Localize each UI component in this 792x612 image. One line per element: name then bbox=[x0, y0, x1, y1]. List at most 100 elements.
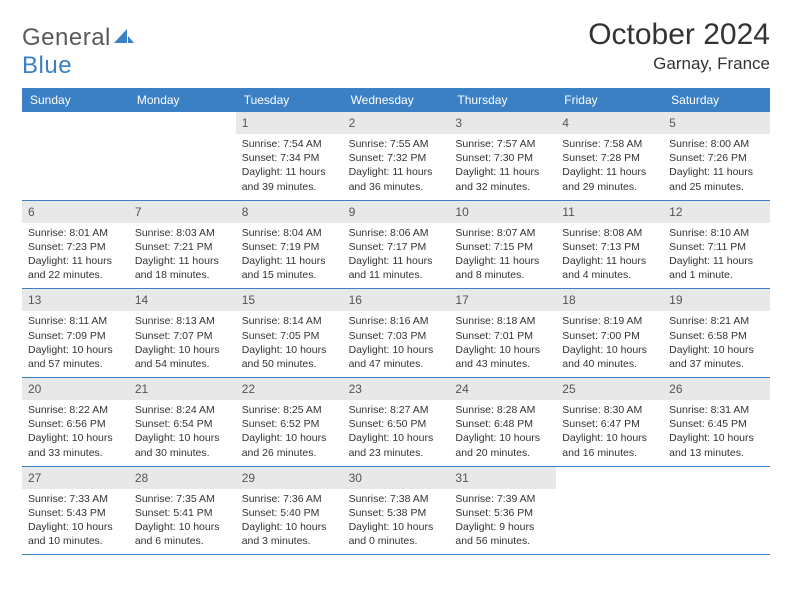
day-cell: 9Sunrise: 8:06 AMSunset: 7:17 PMDaylight… bbox=[343, 201, 450, 289]
day-number: 1 bbox=[242, 116, 249, 130]
daynum-band: 12 bbox=[663, 201, 770, 223]
day-cell bbox=[663, 467, 770, 555]
sunset-line: Sunset: 6:47 PM bbox=[562, 417, 657, 431]
sunset-line: Sunset: 7:17 PM bbox=[349, 240, 444, 254]
sunset-line: Sunset: 7:15 PM bbox=[455, 240, 550, 254]
sunset-line: Sunset: 7:00 PM bbox=[562, 329, 657, 343]
day-cell: 25Sunrise: 8:30 AMSunset: 6:47 PMDayligh… bbox=[556, 378, 663, 466]
daylight-line: Daylight: 11 hours and 22 minutes. bbox=[28, 254, 123, 282]
daynum-band: 6 bbox=[22, 201, 129, 223]
day-number: 11 bbox=[562, 205, 574, 219]
daylight-line: Daylight: 11 hours and 4 minutes. bbox=[562, 254, 657, 282]
daynum-band: 5 bbox=[663, 112, 770, 134]
day-number: 7 bbox=[135, 205, 142, 219]
sunrise-line: Sunrise: 8:28 AM bbox=[455, 403, 550, 417]
sunrise-line: Sunrise: 8:10 AM bbox=[669, 226, 764, 240]
day-cell: 24Sunrise: 8:28 AMSunset: 6:48 PMDayligh… bbox=[449, 378, 556, 466]
daynum-band: 17 bbox=[449, 289, 556, 311]
day-number: 13 bbox=[28, 293, 41, 307]
day-cell bbox=[22, 112, 129, 200]
day-cell: 12 Sunrise: 8:10 AMSunset: 7:11 PMDayligh… bbox=[663, 201, 770, 289]
daynum-band: 26 bbox=[663, 378, 770, 400]
day-cell: 17Sunrise: 8:18 AMSunset: 7:01 PMDayligh… bbox=[449, 289, 556, 377]
daynum-band: 25 bbox=[556, 378, 663, 400]
day-body: Sunrise: 8:06 AMSunset: 7:17 PMDaylight:… bbox=[343, 223, 450, 289]
day-cell bbox=[129, 112, 236, 200]
day-number: 31 bbox=[455, 471, 468, 485]
sunset-line: Sunset: 7:21 PM bbox=[135, 240, 230, 254]
sunset-line: Sunset: 7:23 PM bbox=[28, 240, 123, 254]
day-number: 20 bbox=[28, 382, 41, 396]
day-body: Sunrise: 8:30 AMSunset: 6:47 PMDaylight:… bbox=[556, 400, 663, 466]
logo-sail-icon bbox=[113, 24, 135, 52]
daylight-line: Daylight: 10 hours and 0 minutes. bbox=[349, 520, 444, 548]
sunrise-line: Sunrise: 8:03 AM bbox=[135, 226, 230, 240]
daylight-line: Daylight: 10 hours and 3 minutes. bbox=[242, 520, 337, 548]
daylight-line: Daylight: 10 hours and 40 minutes. bbox=[562, 343, 657, 371]
sunset-line: Sunset: 6:48 PM bbox=[455, 417, 550, 431]
daylight-line: Daylight: 11 hours and 36 minutes. bbox=[349, 165, 444, 193]
day-cell: 3Sunrise: 7:57 AMSunset: 7:30 PMDaylight… bbox=[449, 112, 556, 200]
day-body: Sunrise: 7:58 AMSunset: 7:28 PMDaylight:… bbox=[556, 134, 663, 200]
day-body: Sunrise: 8:04 AMSunset: 7:19 PMDaylight:… bbox=[236, 223, 343, 289]
day-cell: 15Sunrise: 8:14 AMSunset: 7:05 PMDayligh… bbox=[236, 289, 343, 377]
sunrise-line: Sunrise: 7:55 AM bbox=[349, 137, 444, 151]
daynum-band: 1 bbox=[236, 112, 343, 134]
day-cell: 11Sunrise: 8:08 AMSunset: 7:13 PMDayligh… bbox=[556, 201, 663, 289]
daylight-line: Daylight: 11 hours and 18 minutes. bbox=[135, 254, 230, 282]
daynum-band: 22 bbox=[236, 378, 343, 400]
day-body: Sunrise: 8:19 AMSunset: 7:00 PMDaylight:… bbox=[556, 311, 663, 377]
sunset-line: Sunset: 5:41 PM bbox=[135, 506, 230, 520]
daylight-line: Daylight: 10 hours and 6 minutes. bbox=[135, 520, 230, 548]
sunrise-line: Sunrise: 8:18 AM bbox=[455, 314, 550, 328]
day-body: Sunrise: 7:57 AMSunset: 7:30 PMDaylight:… bbox=[449, 134, 556, 200]
daylight-line: Daylight: 10 hours and 13 minutes. bbox=[669, 431, 764, 459]
daylight-line: Daylight: 10 hours and 23 minutes. bbox=[349, 431, 444, 459]
daylight-line: Daylight: 10 hours and 33 minutes. bbox=[28, 431, 123, 459]
day-body: Sunrise: 8:21 AMSunset: 6:58 PMDaylight:… bbox=[663, 311, 770, 377]
sunrise-line: Sunrise: 8:31 AM bbox=[669, 403, 764, 417]
sunrise-line: Sunrise: 8:13 AM bbox=[135, 314, 230, 328]
logo-word-1: General bbox=[22, 24, 111, 51]
day-body: Sunrise: 8:10 AMSunset: 7:11 PMDaylight:… bbox=[663, 223, 770, 289]
sunset-line: Sunset: 6:58 PM bbox=[669, 329, 764, 343]
sunset-line: Sunset: 7:09 PM bbox=[28, 329, 123, 343]
day-body: Sunrise: 8:24 AMSunset: 6:54 PMDaylight:… bbox=[129, 400, 236, 466]
sunrise-line: Sunrise: 8:14 AM bbox=[242, 314, 337, 328]
day-body: Sunrise: 8:14 AMSunset: 7:05 PMDaylight:… bbox=[236, 311, 343, 377]
daynum-band: 13 bbox=[22, 289, 129, 311]
day-body: Sunrise: 8:16 AMSunset: 7:03 PMDaylight:… bbox=[343, 311, 450, 377]
week-row: 1Sunrise: 7:54 AMSunset: 7:34 PMDaylight… bbox=[22, 112, 770, 201]
daylight-line: Daylight: 11 hours and 25 minutes. bbox=[669, 165, 764, 193]
title-block: October 2024 Garnay, France bbox=[588, 18, 770, 74]
daynum-band: 14 bbox=[129, 289, 236, 311]
day-cell: 27Sunrise: 7:33 AMSunset: 5:43 PMDayligh… bbox=[22, 467, 129, 555]
day-number: 22 bbox=[242, 382, 255, 396]
day-cell: 19Sunrise: 8:21 AMSunset: 6:58 PMDayligh… bbox=[663, 289, 770, 377]
day-number: 12 bbox=[669, 205, 682, 219]
sunset-line: Sunset: 7:30 PM bbox=[455, 151, 550, 165]
sunset-line: Sunset: 7:03 PM bbox=[349, 329, 444, 343]
daylight-line: Daylight: 10 hours and 47 minutes. bbox=[349, 343, 444, 371]
day-number: 29 bbox=[242, 471, 255, 485]
daynum-band: 19 bbox=[663, 289, 770, 311]
daynum-band: 29 bbox=[236, 467, 343, 489]
logo: General Blue bbox=[22, 18, 135, 80]
sunrise-line: Sunrise: 7:58 AM bbox=[562, 137, 657, 151]
day-cell: 28Sunrise: 7:35 AMSunset: 5:41 PMDayligh… bbox=[129, 467, 236, 555]
dow-cell: Thursday bbox=[449, 88, 556, 112]
daylight-line: Daylight: 10 hours and 54 minutes. bbox=[135, 343, 230, 371]
sunset-line: Sunset: 6:56 PM bbox=[28, 417, 123, 431]
header: General Blue October 2024 Garnay, France bbox=[22, 18, 770, 80]
sunrise-line: Sunrise: 8:25 AM bbox=[242, 403, 337, 417]
daynum-band: 10 bbox=[449, 201, 556, 223]
daynum-band: 18 bbox=[556, 289, 663, 311]
sunset-line: Sunset: 7:26 PM bbox=[669, 151, 764, 165]
dow-cell: Wednesday bbox=[343, 88, 450, 112]
daylight-line: Daylight: 10 hours and 16 minutes. bbox=[562, 431, 657, 459]
daynum-band: 30 bbox=[343, 467, 450, 489]
sunrise-line: Sunrise: 8:24 AM bbox=[135, 403, 230, 417]
sunrise-line: Sunrise: 7:35 AM bbox=[135, 492, 230, 506]
day-body: Sunrise: 7:35 AMSunset: 5:41 PMDaylight:… bbox=[129, 489, 236, 555]
page-title: October 2024 bbox=[588, 18, 770, 52]
